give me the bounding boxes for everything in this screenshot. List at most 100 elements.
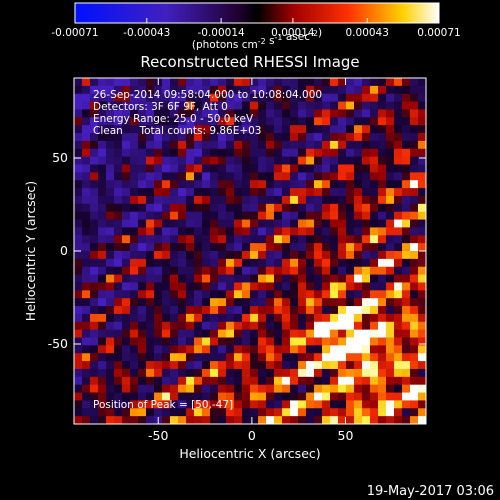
heatmap-cell — [202, 384, 211, 393]
heatmap-cell — [330, 85, 339, 95]
heatmap-cell — [346, 251, 355, 260]
heatmap-cell — [74, 211, 83, 220]
heatmap-cell — [218, 329, 227, 338]
heatmap-cell — [226, 235, 235, 244]
heatmap-cell — [82, 376, 91, 386]
heatmap-cell — [290, 188, 299, 197]
heatmap-cell — [226, 376, 235, 386]
heatmap-cell — [98, 93, 107, 102]
heatmap-cell — [146, 180, 155, 189]
heatmap-cell — [322, 78, 331, 87]
heatmap-cell — [394, 148, 403, 158]
heatmap-cell — [290, 227, 299, 236]
heatmap-cell — [74, 282, 83, 291]
heatmap-cell — [354, 313, 363, 323]
heatmap-cell — [210, 313, 219, 323]
heatmap-cell — [114, 203, 123, 213]
heatmap-cell — [202, 78, 211, 87]
heatmap-cell — [218, 400, 227, 409]
heatmap-cell — [194, 368, 203, 378]
heatmap-cell — [378, 400, 387, 409]
heatmap-cell — [322, 109, 331, 118]
heatmap-cell — [394, 219, 403, 228]
heatmap-cell — [146, 203, 155, 213]
heatmap-cell — [378, 117, 387, 126]
heatmap-cell — [330, 290, 339, 299]
heatmap-cell — [250, 148, 259, 158]
heatmap-cell — [130, 188, 139, 197]
heatmap-cell — [170, 235, 179, 244]
heatmap-cell — [298, 313, 307, 323]
heatmap-cell — [194, 400, 203, 409]
heatmap-cell — [98, 266, 107, 275]
heatmap-cell — [82, 235, 91, 244]
heatmap-cell — [178, 85, 187, 95]
heatmap-cell — [242, 235, 251, 244]
heatmap-cell — [170, 258, 179, 268]
heatmap-cell — [130, 306, 139, 315]
heatmap-cell — [314, 78, 323, 87]
heatmap-cell — [362, 384, 371, 393]
heatmap-cell — [266, 266, 275, 275]
heatmap-cell — [418, 235, 427, 244]
heatmap-cell — [322, 400, 331, 409]
annotation-time: 26-Sep-2014 09:58:04.000 to 10:08:04.000 — [93, 89, 322, 101]
heatmap-cell — [218, 117, 227, 126]
heatmap-cell — [90, 125, 99, 134]
heatmap-cell — [154, 368, 163, 378]
heatmap-cell — [186, 392, 195, 401]
heatmap-cell — [418, 188, 427, 197]
heatmap-cell — [186, 321, 195, 331]
heatmap-cell — [346, 368, 355, 378]
heatmap-cell — [386, 188, 395, 197]
heatmap-cell — [202, 400, 211, 409]
heatmap-cell — [274, 361, 283, 370]
heatmap-cell — [202, 172, 211, 181]
heatmap-cell — [370, 172, 379, 181]
heatmap-cell — [386, 219, 395, 228]
heatmap-cell — [90, 93, 99, 102]
heatmap-cell — [106, 274, 115, 283]
heatmap-cell — [298, 384, 307, 393]
heatmap-cell — [218, 180, 227, 189]
heatmap-cell — [306, 211, 315, 220]
heatmap-cell — [106, 164, 115, 173]
heatmap-cell — [234, 195, 243, 205]
heatmap-cell — [154, 290, 163, 299]
heatmap-cell — [226, 109, 235, 118]
heatmap-cell — [170, 117, 179, 126]
heatmap-cell — [82, 337, 91, 346]
annotation-detectors: Detectors: 3F 6F 9F, Att 0 — [93, 101, 228, 113]
heatmap-cell — [362, 329, 371, 338]
heatmap-cell — [202, 180, 211, 189]
heatmap-cell — [314, 243, 323, 252]
heatmap-cell — [370, 203, 379, 213]
heatmap-cell — [370, 345, 379, 354]
heatmap-cell — [274, 290, 283, 299]
heatmap-cell — [314, 337, 323, 346]
heatmap-cell — [370, 140, 379, 150]
heatmap-cell — [154, 408, 163, 417]
heatmap-cell — [162, 117, 171, 126]
heatmap-cell — [394, 203, 403, 213]
heatmap-cell — [186, 117, 195, 126]
heatmap-cell — [282, 188, 291, 197]
heatmap-cell — [354, 258, 363, 268]
heatmap-cell — [146, 361, 155, 370]
heatmap-cell — [354, 109, 363, 118]
heatmap-cell — [378, 282, 387, 291]
heatmap-cell — [154, 376, 163, 386]
heatmap-cell — [314, 361, 323, 370]
heatmap-cell — [98, 368, 107, 378]
heatmap-cell — [138, 117, 147, 126]
heatmap-cell — [146, 85, 155, 95]
heatmap-cell — [242, 400, 251, 409]
heatmap-cell — [138, 78, 147, 87]
heatmap-cell — [250, 133, 259, 142]
heatmap-cell — [186, 93, 195, 102]
heatmap-cell — [122, 93, 131, 102]
heatmap-cell — [394, 101, 403, 110]
heatmap-cell — [410, 180, 419, 189]
heatmap-cell — [378, 392, 387, 401]
heatmap-cell — [394, 117, 403, 126]
